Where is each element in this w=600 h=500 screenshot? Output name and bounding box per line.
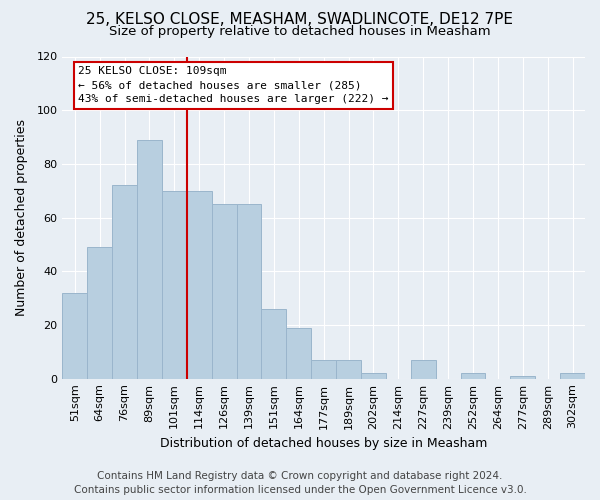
Bar — [311, 360, 336, 378]
Bar — [262, 309, 286, 378]
Text: 25, KELSO CLOSE, MEASHAM, SWADLINCOTE, DE12 7PE: 25, KELSO CLOSE, MEASHAM, SWADLINCOTE, D… — [86, 12, 514, 28]
Bar — [137, 140, 162, 378]
Text: 25 KELSO CLOSE: 109sqm
← 56% of detached houses are smaller (285)
43% of semi-de: 25 KELSO CLOSE: 109sqm ← 56% of detached… — [78, 66, 388, 104]
X-axis label: Distribution of detached houses by size in Measham: Distribution of detached houses by size … — [160, 437, 487, 450]
Bar — [212, 204, 236, 378]
Bar — [286, 328, 311, 378]
Bar — [461, 374, 485, 378]
Bar — [411, 360, 436, 378]
Bar — [162, 190, 187, 378]
Bar — [336, 360, 361, 378]
Bar — [560, 374, 585, 378]
Text: Contains HM Land Registry data © Crown copyright and database right 2024.
Contai: Contains HM Land Registry data © Crown c… — [74, 471, 526, 495]
Bar — [511, 376, 535, 378]
Bar — [187, 190, 212, 378]
Bar — [112, 186, 137, 378]
Bar — [236, 204, 262, 378]
Y-axis label: Number of detached properties: Number of detached properties — [15, 119, 28, 316]
Bar — [62, 293, 87, 378]
Text: Size of property relative to detached houses in Measham: Size of property relative to detached ho… — [109, 25, 491, 38]
Bar — [361, 374, 386, 378]
Bar — [87, 247, 112, 378]
